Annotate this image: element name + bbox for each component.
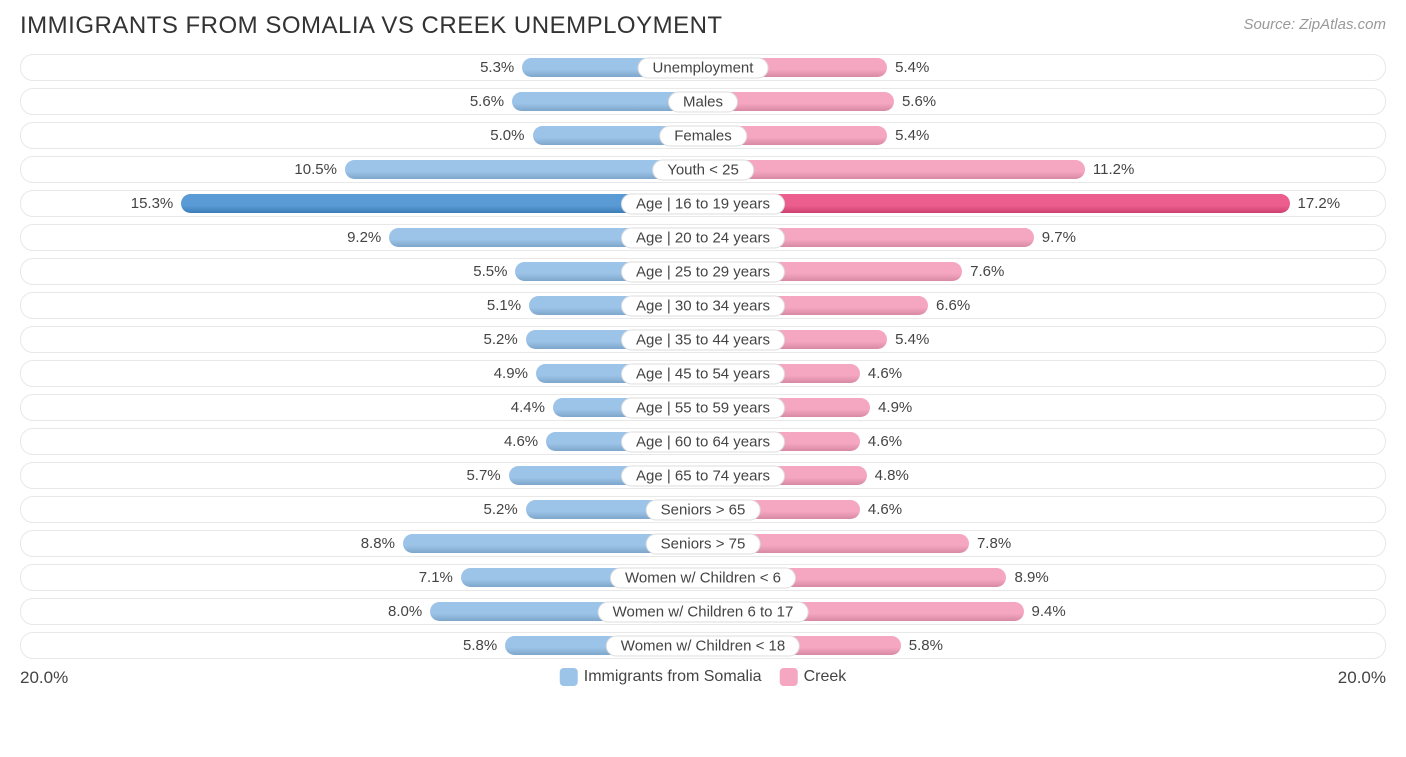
value-left: 5.2% xyxy=(483,327,525,352)
bar-row: 5.2% 5.4% Age | 35 to 44 years xyxy=(20,326,1386,353)
value-left: 5.0% xyxy=(490,123,532,148)
chart-header: IMMIGRANTS FROM SOMALIA VS CREEK UNEMPLO… xyxy=(20,12,1386,40)
diverging-bar-chart: IMMIGRANTS FROM SOMALIA VS CREEK UNEMPLO… xyxy=(0,0,1406,757)
bar-row: 15.3% 17.2% Age | 16 to 19 years xyxy=(20,190,1386,217)
value-right: 4.8% xyxy=(867,463,909,488)
category-pill: Unemployment xyxy=(638,57,769,78)
value-right: 5.6% xyxy=(894,89,936,114)
legend-swatch-right xyxy=(780,668,798,686)
category-pill: Women w/ Children < 6 xyxy=(610,567,796,588)
bar-row: 5.2% 4.6% Seniors > 65 xyxy=(20,496,1386,523)
bar-row: 5.0% 5.4% Females xyxy=(20,122,1386,149)
legend-label-right: Creek xyxy=(804,668,847,686)
value-right: 4.6% xyxy=(860,361,902,386)
axis-max-left: 20.0% xyxy=(20,668,68,688)
value-right: 5.4% xyxy=(887,327,929,352)
value-left: 4.9% xyxy=(494,361,536,386)
value-right: 4.6% xyxy=(860,429,902,454)
bar-row: 8.0% 9.4% Women w/ Children 6 to 17 xyxy=(20,598,1386,625)
value-right: 7.8% xyxy=(969,531,1011,556)
value-right: 9.7% xyxy=(1034,225,1076,250)
bar-row: 9.2% 9.7% Age | 20 to 24 years xyxy=(20,224,1386,251)
category-pill: Youth < 25 xyxy=(652,159,754,180)
bar-row: 5.1% 6.6% Age | 30 to 34 years xyxy=(20,292,1386,319)
category-pill: Age | 16 to 19 years xyxy=(621,193,785,214)
value-left: 8.8% xyxy=(361,531,403,556)
value-right: 4.9% xyxy=(870,395,912,420)
value-left: 9.2% xyxy=(347,225,389,250)
value-left: 5.3% xyxy=(480,55,522,80)
value-left: 5.5% xyxy=(473,259,515,284)
bar-rows: 5.3% 5.4% Unemployment 5.6% 5.6% Males 5.0% 5.4… xyxy=(20,54,1386,659)
value-right: 5.4% xyxy=(887,55,929,80)
bar-left xyxy=(345,160,703,179)
bar-row: 7.1% 8.9% Women w/ Children < 6 xyxy=(20,564,1386,591)
value-left: 15.3% xyxy=(131,191,182,216)
value-left: 5.2% xyxy=(483,497,525,522)
legend: Immigrants from Somalia Creek xyxy=(560,668,847,686)
bar-row: 5.3% 5.4% Unemployment xyxy=(20,54,1386,81)
chart-title: IMMIGRANTS FROM SOMALIA VS CREEK UNEMPLO… xyxy=(20,12,723,40)
value-right: 11.2% xyxy=(1085,157,1134,182)
bar-row: 4.4% 4.9% Age | 55 to 59 years xyxy=(20,394,1386,421)
value-right: 4.6% xyxy=(860,497,902,522)
category-pill: Age | 20 to 24 years xyxy=(621,227,785,248)
legend-swatch-left xyxy=(560,668,578,686)
value-left: 5.6% xyxy=(470,89,512,114)
category-pill: Age | 35 to 44 years xyxy=(621,329,785,350)
bar-right xyxy=(703,160,1085,179)
legend-item-right: Creek xyxy=(780,668,847,686)
bar-right xyxy=(703,194,1290,213)
value-left: 10.5% xyxy=(294,157,345,182)
category-pill: Females xyxy=(659,125,747,146)
bar-row: 5.7% 4.8% Age | 65 to 74 years xyxy=(20,462,1386,489)
value-right: 8.9% xyxy=(1006,565,1048,590)
category-pill: Age | 45 to 54 years xyxy=(621,363,785,384)
category-pill: Women w/ Children < 18 xyxy=(606,635,800,656)
bar-row: 4.6% 4.6% Age | 60 to 64 years xyxy=(20,428,1386,455)
value-left: 8.0% xyxy=(388,599,430,624)
legend-label-left: Immigrants from Somalia xyxy=(584,668,762,686)
category-pill: Males xyxy=(668,91,738,112)
value-left: 5.7% xyxy=(466,463,508,488)
chart-source: Source: ZipAtlas.com xyxy=(1243,12,1386,33)
chart-footer: 20.0% Immigrants from Somalia Creek 20.0… xyxy=(20,666,1386,698)
bar-row: 5.6% 5.6% Males xyxy=(20,88,1386,115)
value-right: 6.6% xyxy=(928,293,970,318)
value-left: 5.1% xyxy=(487,293,529,318)
value-right: 9.4% xyxy=(1024,599,1066,624)
value-right: 5.8% xyxy=(901,633,943,658)
bar-row: 5.8% 5.8% Women w/ Children < 18 xyxy=(20,632,1386,659)
value-left: 4.4% xyxy=(511,395,553,420)
bar-row: 8.8% 7.8% Seniors > 75 xyxy=(20,530,1386,557)
category-pill: Age | 65 to 74 years xyxy=(621,465,785,486)
value-left: 5.8% xyxy=(463,633,505,658)
bar-row: 5.5% 7.6% Age | 25 to 29 years xyxy=(20,258,1386,285)
value-left: 7.1% xyxy=(419,565,461,590)
legend-item-left: Immigrants from Somalia xyxy=(560,668,762,686)
category-pill: Age | 60 to 64 years xyxy=(621,431,785,452)
category-pill: Women w/ Children 6 to 17 xyxy=(598,601,809,622)
category-pill: Seniors > 75 xyxy=(646,533,761,554)
category-pill: Age | 55 to 59 years xyxy=(621,397,785,418)
category-pill: Age | 25 to 29 years xyxy=(621,261,785,282)
axis-max-right: 20.0% xyxy=(1338,668,1386,688)
value-right: 7.6% xyxy=(962,259,1004,284)
category-pill: Age | 30 to 34 years xyxy=(621,295,785,316)
value-right: 17.2% xyxy=(1290,191,1341,216)
value-left: 4.6% xyxy=(504,429,546,454)
bar-row: 4.9% 4.6% Age | 45 to 54 years xyxy=(20,360,1386,387)
value-right: 5.4% xyxy=(887,123,929,148)
category-pill: Seniors > 65 xyxy=(646,499,761,520)
bar-row: 10.5% 11.2% Youth < 25 xyxy=(20,156,1386,183)
